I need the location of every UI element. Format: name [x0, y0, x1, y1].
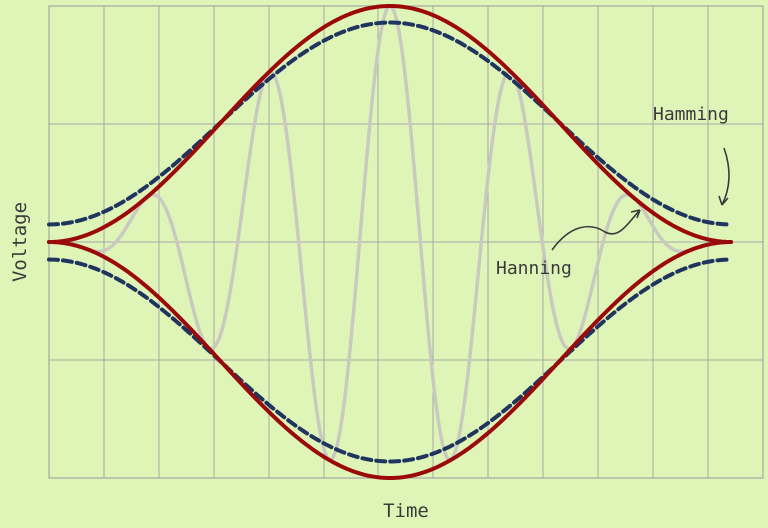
- series-layer: [47, 3, 733, 481]
- hamming-arrow-head: [718, 195, 729, 206]
- x-axis-label: Time: [383, 500, 429, 522]
- hanning-annotation-arrow: [551, 209, 641, 251]
- hamming-annotation-arrow: [721, 147, 730, 206]
- grid: [49, 6, 763, 478]
- hanning-arrow-head: [630, 209, 641, 219]
- hamming-annotation-label: Hamming: [653, 104, 729, 125]
- hanning-annotation-label: Hanning: [496, 258, 572, 279]
- hanning-upper-line: [47, 3, 733, 244]
- y-axis-label: Voltage: [9, 202, 31, 282]
- annotation-layer: Hamming Hanning: [496, 104, 730, 279]
- hamming-upper-line: [47, 20, 733, 227]
- hanning-lower-line: [47, 240, 733, 481]
- hamming-lower-line: [47, 257, 733, 464]
